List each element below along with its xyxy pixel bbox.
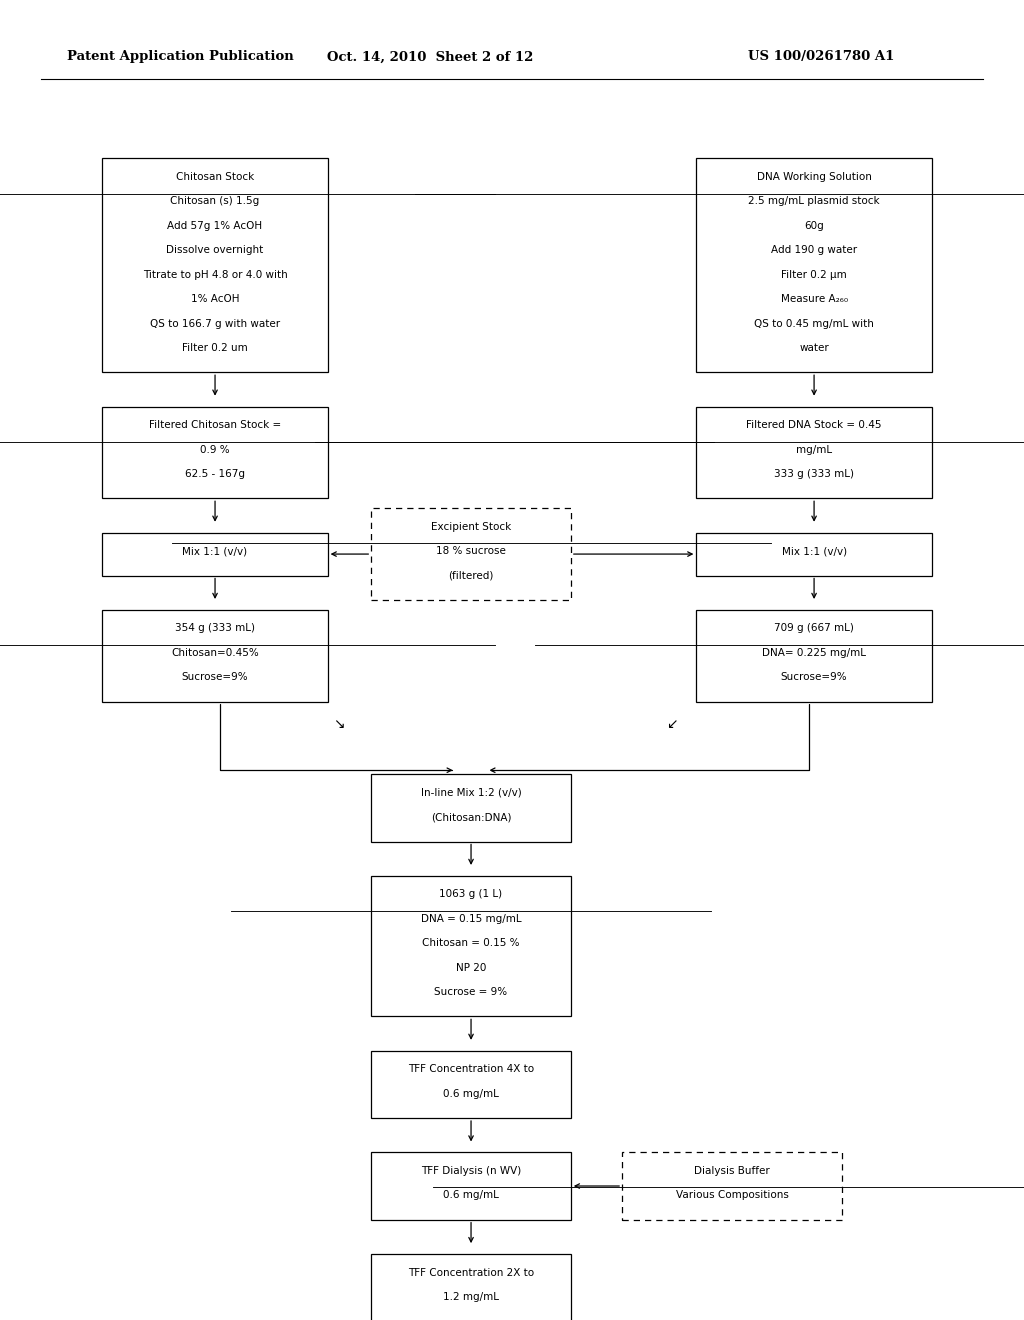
Text: TFF Dialysis (n WV): TFF Dialysis (n WV) (421, 1166, 521, 1176)
Text: Chitosan = 0.15 %: Chitosan = 0.15 % (422, 939, 520, 948)
Text: Excipient Stock: Excipient Stock (431, 521, 511, 532)
Text: 1.2 mg/mL: 1.2 mg/mL (443, 1292, 499, 1302)
Bar (372, 876, 571, 1016)
Bar (102, 533, 328, 576)
Bar (372, 1152, 571, 1220)
Text: Filter 0.2 μm: Filter 0.2 μm (781, 269, 847, 280)
Text: Dialysis Buffer: Dialysis Buffer (694, 1166, 770, 1176)
Text: Add 190 g water: Add 190 g water (771, 246, 857, 255)
Text: Filter 0.2 um: Filter 0.2 um (182, 343, 248, 352)
Text: Filtered DNA Stock = 0.45: Filtered DNA Stock = 0.45 (746, 420, 882, 430)
Text: ↙: ↙ (666, 718, 677, 731)
Text: 1% AcOH: 1% AcOH (190, 294, 240, 304)
Text: Sucrose = 9%: Sucrose = 9% (434, 987, 508, 997)
Text: In-line Mix 1:2 (v/v): In-line Mix 1:2 (v/v) (421, 788, 521, 797)
Text: 18 % sucrose: 18 % sucrose (436, 546, 506, 556)
Text: Titrate to pH 4.8 or 4.0 with: Titrate to pH 4.8 or 4.0 with (142, 269, 288, 280)
Bar (102, 158, 328, 372)
Text: 333 g (333 mL): 333 g (333 mL) (774, 469, 854, 479)
Text: 709 g (667 mL): 709 g (667 mL) (774, 623, 854, 634)
Text: Add 57g 1% AcOH: Add 57g 1% AcOH (168, 220, 262, 231)
Bar (696, 533, 932, 576)
Text: 0.9 %: 0.9 % (201, 445, 229, 454)
Text: 60g: 60g (804, 220, 824, 231)
Text: NP 20: NP 20 (456, 962, 486, 973)
Text: 354 g (333 mL): 354 g (333 mL) (175, 623, 255, 634)
Text: Chitosan (s) 1.5g: Chitosan (s) 1.5g (170, 197, 260, 206)
Bar (102, 610, 328, 702)
Text: Sucrose=9%: Sucrose=9% (780, 672, 848, 682)
Text: TFF Concentration 2X to: TFF Concentration 2X to (408, 1267, 535, 1278)
Text: DNA= 0.225 mg/mL: DNA= 0.225 mg/mL (762, 648, 866, 657)
Bar (372, 1051, 571, 1118)
Bar (696, 407, 932, 499)
Text: Patent Application Publication: Patent Application Publication (67, 50, 293, 63)
Text: Mix 1:1 (v/v): Mix 1:1 (v/v) (781, 546, 847, 556)
Text: 0.6 mg/mL: 0.6 mg/mL (443, 1191, 499, 1200)
Bar (372, 774, 571, 842)
Text: QS to 0.45 mg/mL with: QS to 0.45 mg/mL with (754, 318, 874, 329)
Text: DNA Working Solution: DNA Working Solution (757, 172, 871, 182)
Text: water: water (799, 343, 829, 352)
Bar (696, 158, 932, 372)
Text: Various Compositions: Various Compositions (676, 1191, 788, 1200)
Text: (Chitosan:DNA): (Chitosan:DNA) (431, 812, 511, 822)
Text: 0.6 mg/mL: 0.6 mg/mL (443, 1089, 499, 1098)
Text: Dissolve overnight: Dissolve overnight (167, 246, 263, 255)
Bar (372, 1254, 571, 1320)
Text: ↘: ↘ (333, 718, 344, 731)
Bar (372, 508, 571, 601)
Text: US 100/0261780 A1: US 100/0261780 A1 (748, 50, 894, 63)
Text: Sucrose=9%: Sucrose=9% (181, 672, 249, 682)
Text: Chitosan=0.45%: Chitosan=0.45% (171, 648, 259, 657)
Text: Filtered Chitosan Stock =: Filtered Chitosan Stock = (148, 420, 282, 430)
Bar (696, 610, 932, 702)
Text: Measure A₂₆₀: Measure A₂₆₀ (780, 294, 848, 304)
Bar (622, 1152, 842, 1220)
Text: QS to 166.7 g with water: QS to 166.7 g with water (150, 318, 281, 329)
Text: DNA = 0.15 mg/mL: DNA = 0.15 mg/mL (421, 913, 521, 924)
Text: Oct. 14, 2010  Sheet 2 of 12: Oct. 14, 2010 Sheet 2 of 12 (327, 50, 534, 63)
Text: TFF Concentration 4X to: TFF Concentration 4X to (408, 1064, 535, 1074)
Text: mg/mL: mg/mL (796, 445, 833, 454)
Text: (filtered): (filtered) (449, 570, 494, 581)
Bar (102, 407, 328, 499)
Text: Chitosan Stock: Chitosan Stock (176, 172, 254, 182)
Text: 62.5 - 167g: 62.5 - 167g (185, 469, 245, 479)
Text: 1063 g (1 L): 1063 g (1 L) (439, 890, 503, 899)
Text: 2.5 mg/mL plasmid stock: 2.5 mg/mL plasmid stock (749, 197, 880, 206)
Text: Mix 1:1 (v/v): Mix 1:1 (v/v) (182, 546, 248, 556)
